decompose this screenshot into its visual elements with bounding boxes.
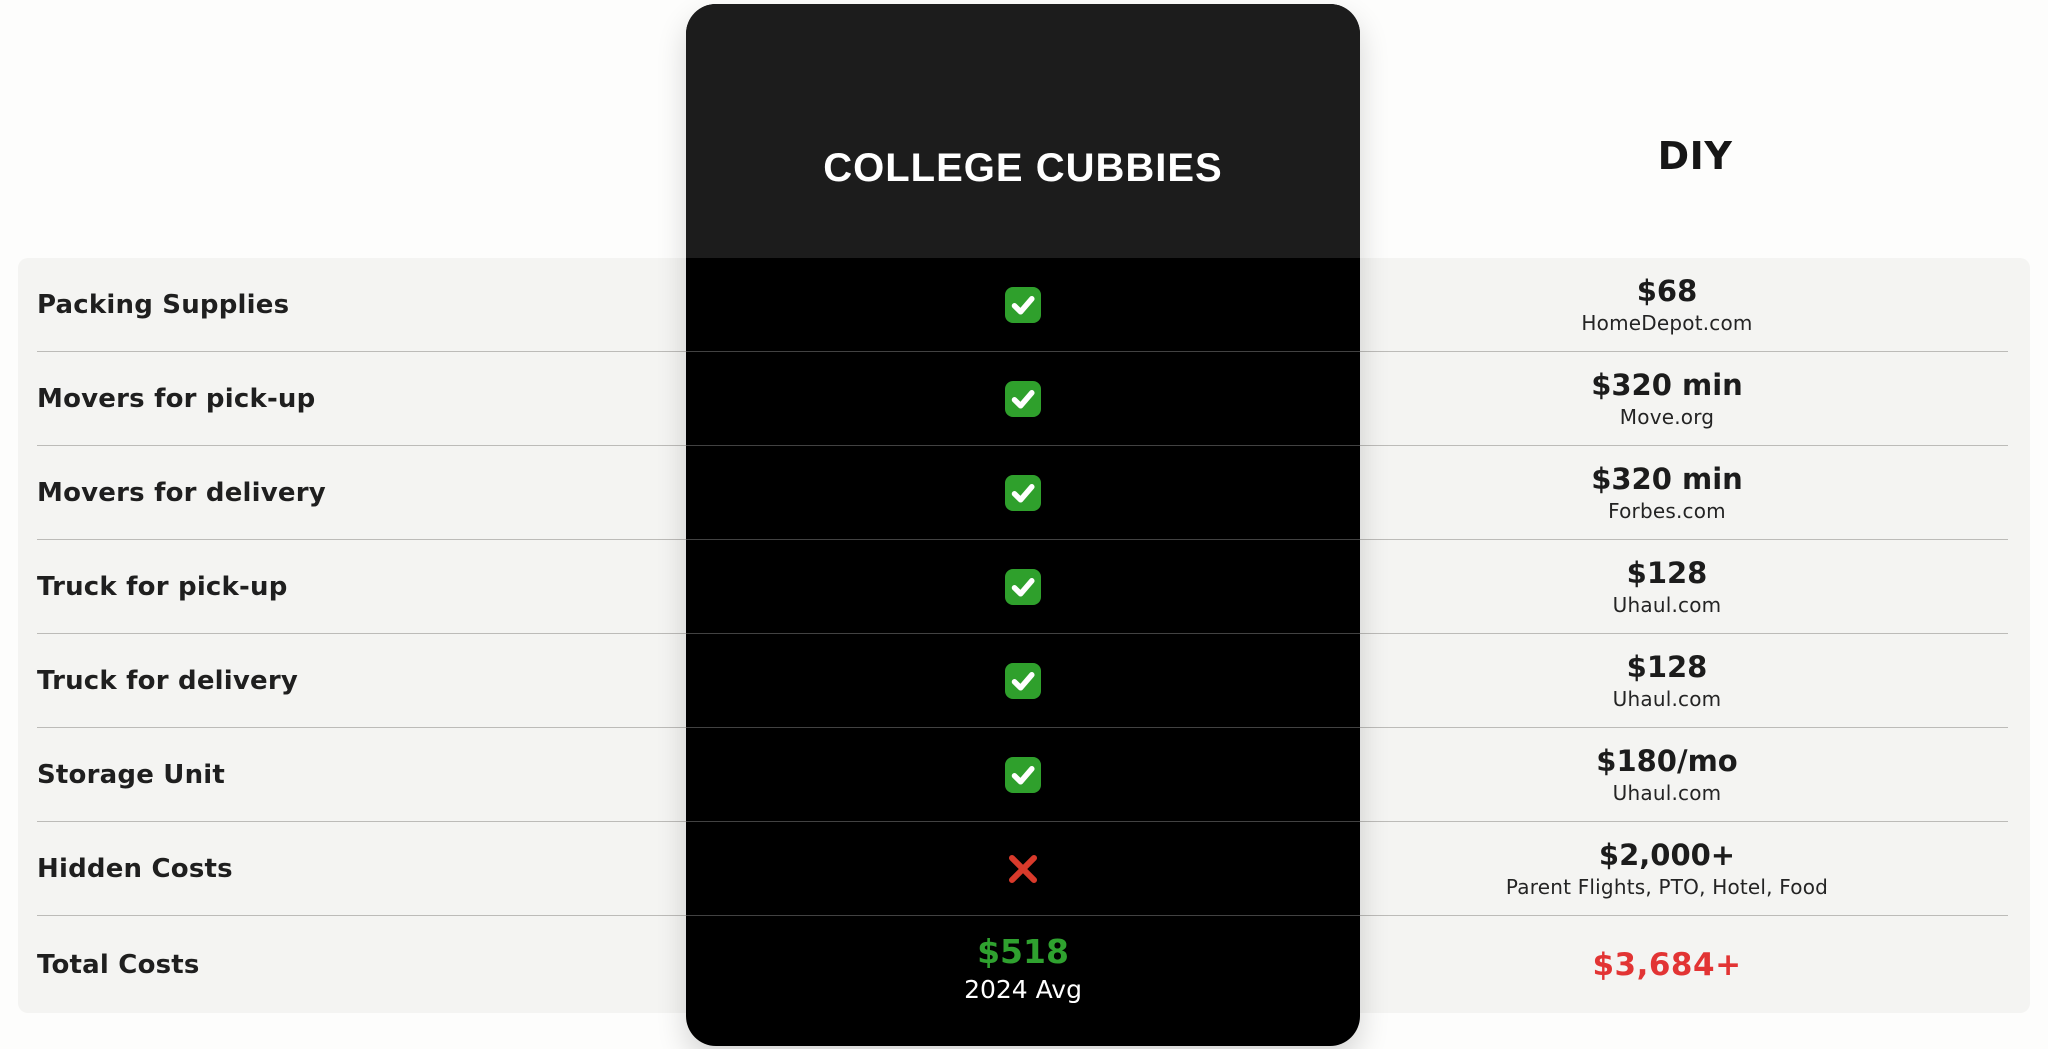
- feature-row: Movers for delivery: [37, 446, 686, 540]
- diy-cell: $2,000+ Parent Flights, PTO, Hotel, Food: [1360, 822, 2008, 916]
- feature-label: Storage Unit: [37, 759, 226, 790]
- college-cubbies-rows: [686, 258, 1360, 916]
- feature-row: Packing Supplies: [37, 258, 686, 352]
- diy-total-value: $3,684+: [1592, 946, 1742, 983]
- diy-row-total: $3,684+: [1360, 916, 2008, 1013]
- check-icon: [1005, 286, 1041, 323]
- diy-value: $320 min: [1591, 462, 1743, 496]
- feature-column-rows: Packing Supplies Movers for pick-up Movers…: [37, 258, 686, 916]
- diy-source: Parent Flights, PTO, Hotel, Food: [1505, 875, 1829, 899]
- diy-source: Uhaul.com: [1612, 687, 1722, 711]
- diy-column-rows: $68 HomeDepot.com $320 min Move.org $320 min…: [1360, 258, 2008, 916]
- product-cell: [686, 258, 1360, 352]
- diy-value: $128: [1626, 650, 1708, 684]
- college-cubbies-total-value: $518: [977, 931, 1069, 971]
- diy-cell: $128 Uhaul.com: [1360, 634, 2008, 728]
- diy-value: $68: [1636, 274, 1698, 308]
- check-icon: [1005, 380, 1041, 417]
- feature-row: Storage Unit: [37, 728, 686, 822]
- product-cell: [686, 446, 1360, 540]
- college-cubbies-header: COLLEGE CUBBIES: [686, 4, 1360, 258]
- product-cell: [686, 540, 1360, 634]
- feature-row-total: Total Costs: [37, 916, 686, 1013]
- diy-value: $128: [1626, 556, 1708, 590]
- diy-column: $68 HomeDepot.com $320 min Move.org $320 min…: [1360, 258, 2030, 1013]
- diy-source: Forbes.com: [1608, 499, 1726, 523]
- diy-column-title: DIY: [1657, 134, 1733, 178]
- diy-value: $320 min: [1591, 368, 1743, 402]
- diy-cell: $128 Uhaul.com: [1360, 540, 2008, 634]
- product-cell: [686, 352, 1360, 446]
- diy-source: HomeDepot.com: [1581, 311, 1753, 335]
- college-cubbies-total-note: 2024 Avg: [964, 974, 1082, 1004]
- diy-cell: $68 HomeDepot.com: [1360, 258, 2008, 352]
- total-costs-label: Total Costs: [37, 949, 200, 980]
- feature-label: Truck for delivery: [37, 665, 299, 696]
- product-cell: [686, 728, 1360, 822]
- product-cell: [686, 634, 1360, 728]
- check-icon: [1005, 474, 1041, 511]
- feature-row: Movers for pick-up: [37, 352, 686, 446]
- diy-source: Move.org: [1619, 405, 1715, 429]
- check-icon: [1005, 568, 1041, 605]
- feature-row: Hidden Costs: [37, 822, 686, 916]
- college-cubbies-card: COLLEGE CUBBIES $518 2024 Avg: [686, 4, 1360, 1046]
- feature-row: Truck for pick-up: [37, 540, 686, 634]
- diy-value: $180/mo: [1596, 744, 1738, 778]
- diy-cell: $180/mo Uhaul.com: [1360, 728, 2008, 822]
- diy-cell: $320 min Forbes.com: [1360, 446, 2008, 540]
- check-icon: [1005, 662, 1041, 699]
- product-cell: [686, 822, 1360, 916]
- check-icon: [1005, 756, 1041, 793]
- feature-label: Movers for pick-up: [37, 383, 316, 414]
- feature-label: Hidden Costs: [37, 853, 233, 884]
- diy-source: Uhaul.com: [1612, 593, 1722, 617]
- feature-label: Packing Supplies: [37, 289, 290, 320]
- diy-cell: $320 min Move.org: [1360, 352, 2008, 446]
- diy-source: Uhaul.com: [1612, 781, 1722, 805]
- college-cubbies-title: COLLEGE CUBBIES: [823, 145, 1223, 190]
- feature-label: Truck for pick-up: [37, 571, 288, 602]
- feature-label: Movers for delivery: [37, 477, 326, 508]
- cross-icon: [1008, 854, 1038, 883]
- feature-column: Packing Supplies Movers for pick-up Movers…: [18, 258, 686, 1013]
- diy-value: $2,000+: [1598, 838, 1736, 872]
- feature-row: Truck for delivery: [37, 634, 686, 728]
- college-cubbies-total-cell: $518 2024 Avg: [686, 916, 1360, 1013]
